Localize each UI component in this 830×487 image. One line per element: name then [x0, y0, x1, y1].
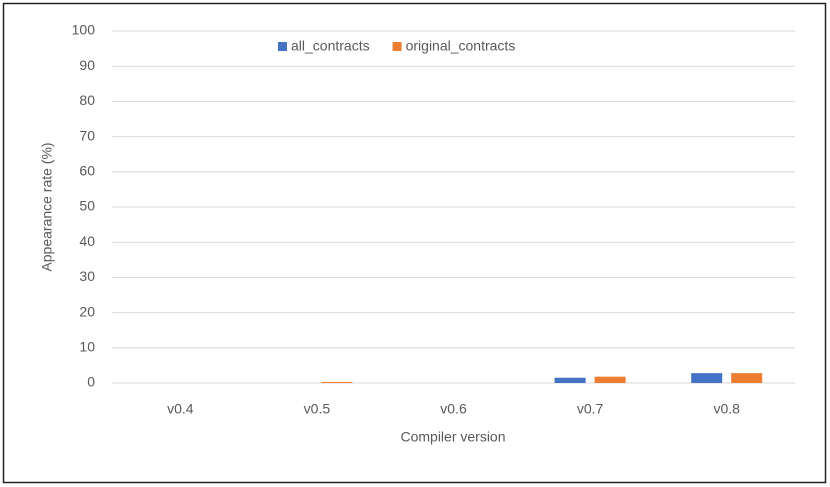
y-tick-label: 60	[79, 163, 95, 179]
x-tick-label: v0.5	[304, 401, 331, 417]
x-axis-label: Compiler version	[400, 429, 505, 445]
y-tick-label: 30	[79, 268, 95, 284]
bar	[691, 373, 723, 383]
x-tick-label: v0.7	[577, 401, 604, 417]
bar	[594, 376, 626, 383]
legend-label: original_contracts	[406, 38, 516, 54]
x-tick-label: v0.8	[713, 401, 740, 417]
y-tick-label: 10	[79, 339, 95, 355]
legend-swatch	[278, 42, 287, 51]
bar	[554, 377, 586, 383]
x-tick-label: v0.4	[167, 401, 194, 417]
x-tick-label: v0.6	[440, 401, 467, 417]
bar	[731, 373, 763, 383]
legend-swatch	[392, 42, 402, 51]
y-tick-label: 100	[72, 22, 96, 38]
y-tick-label: 20	[79, 303, 95, 319]
y-tick-label: 40	[79, 233, 95, 249]
bar	[321, 381, 353, 383]
y-tick-label: 0	[87, 374, 95, 390]
y-tick-label: 90	[79, 57, 95, 73]
y-axis-label: Appearance rate (%)	[39, 142, 55, 271]
y-tick-label: 80	[79, 92, 95, 108]
legend-label: all_contracts	[291, 38, 370, 54]
y-tick-label: 70	[79, 127, 95, 143]
y-tick-label: 50	[79, 198, 95, 214]
